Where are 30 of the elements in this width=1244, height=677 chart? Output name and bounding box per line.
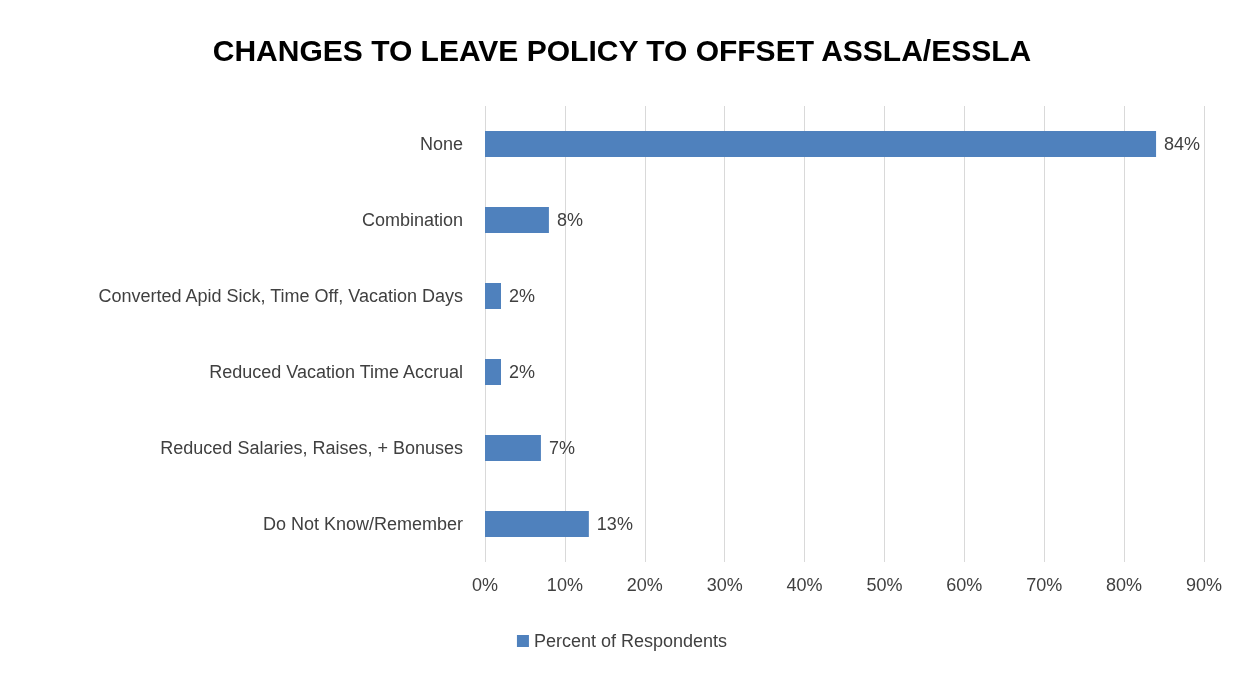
x-tick-label: 40% (786, 575, 823, 595)
chart-title: CHANGES TO LEAVE POLICY TO OFFSET ASSLA/ESSLA (212, 33, 1032, 67)
y-tick-label: Converted Apid Sick, Time Off, Vacation Days (98, 286, 463, 306)
data-label: 2% (508, 286, 535, 306)
y-tick-label: Combination (361, 210, 463, 230)
data-label: 2% (508, 362, 535, 382)
x-tick-label: 20% (626, 575, 663, 595)
bar (485, 435, 541, 461)
legend-label: Percent of Respondents (533, 631, 728, 651)
x-tick-label: 60% (946, 575, 983, 595)
bar (485, 283, 501, 309)
y-tick-label: None (419, 134, 463, 154)
data-label: 13% (596, 514, 633, 534)
x-tick-label: 10% (546, 575, 583, 595)
x-tick-label: 50% (866, 575, 903, 595)
data-label: 8% (556, 210, 583, 230)
data-label: 84% (1164, 134, 1201, 154)
x-tick-label: 70% (1026, 575, 1063, 595)
x-tick-label: 0% (471, 575, 499, 595)
y-tick-label: Reduced Salaries, Raises, + Bonuses (160, 438, 463, 458)
bar (485, 359, 501, 385)
y-tick-label: Reduced Vacation Time Accrual (209, 362, 463, 382)
data-label: 7% (548, 438, 575, 458)
x-tick-label: 30% (706, 575, 743, 595)
y-tick-label: Do Not Know/Remember (262, 514, 463, 534)
x-tick-label: 90% (1185, 575, 1223, 595)
bar (485, 207, 549, 233)
bar (485, 131, 1157, 157)
bar (485, 511, 589, 537)
x-tick-label: 80% (1106, 575, 1143, 595)
